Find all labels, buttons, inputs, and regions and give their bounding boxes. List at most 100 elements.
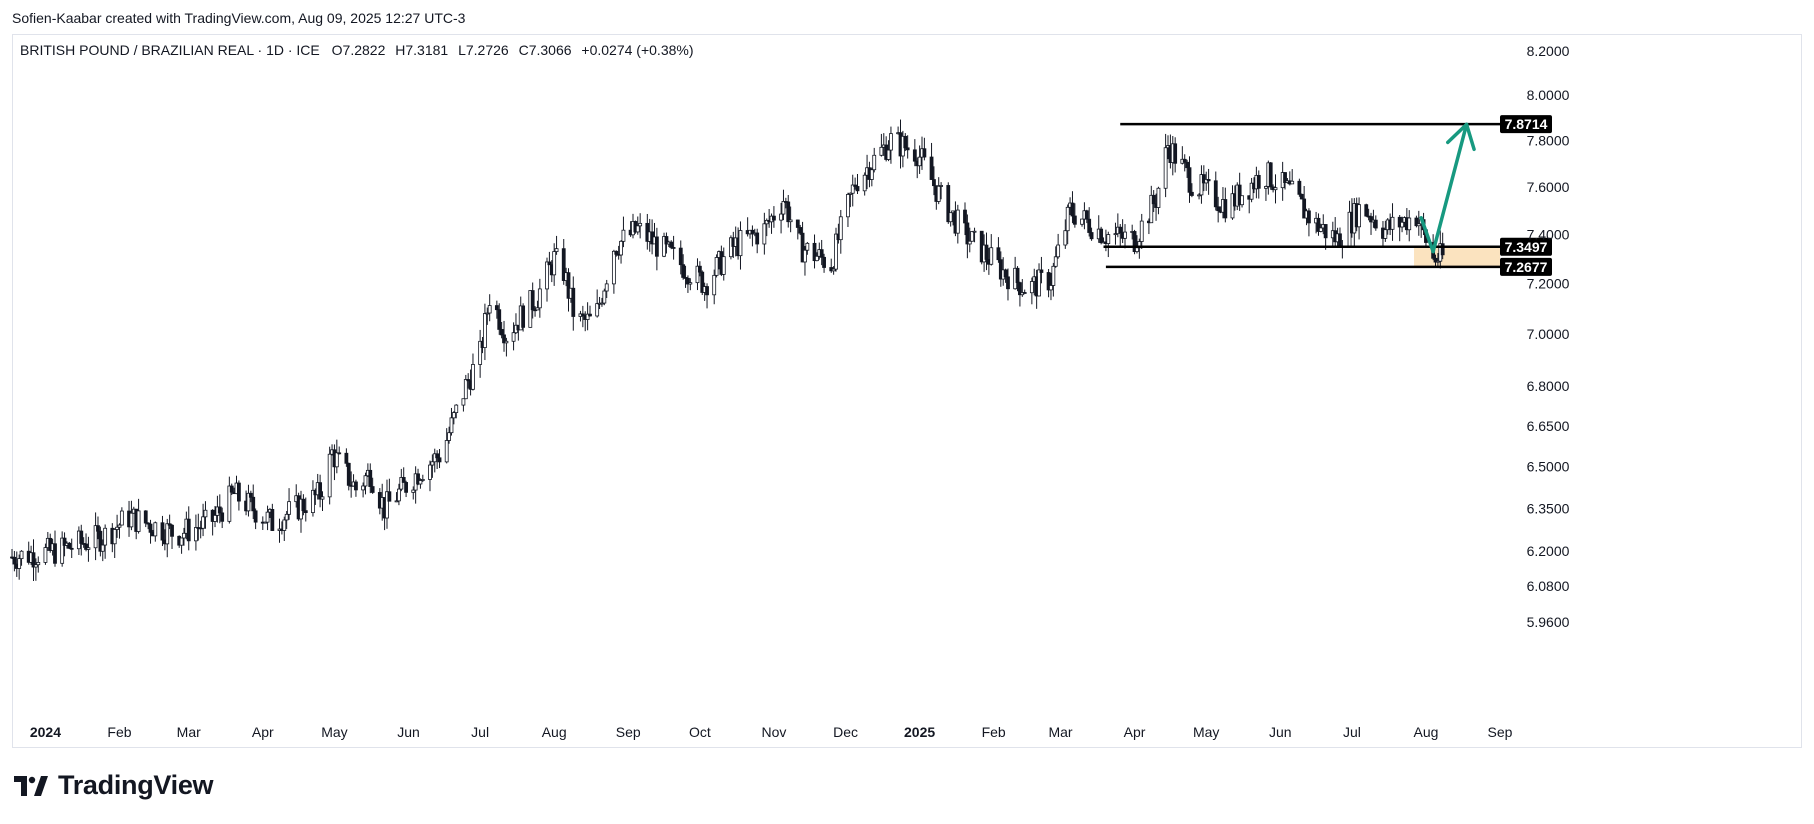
- price-level-label: 7.8714: [1505, 116, 1548, 132]
- time-tick-label: Jun: [397, 724, 420, 740]
- candle-body: [939, 185, 944, 187]
- price-tick-label: 6.6500: [1527, 418, 1570, 434]
- candle-body: [879, 146, 884, 156]
- price-chart[interactable]: BRITISH POUND / BRAZILIAN REAL · 1D · IC…: [0, 0, 1814, 760]
- candle-body: [1173, 143, 1178, 164]
- candle-body: [855, 186, 860, 192]
- price-level-label: 7.3497: [1505, 239, 1548, 255]
- candle-body: [1149, 194, 1154, 224]
- candle-body: [1283, 172, 1287, 183]
- candle-body: [989, 247, 994, 265]
- candle-body: [972, 230, 977, 233]
- tradingview-logo-icon: [14, 775, 48, 796]
- candle-body: [320, 496, 325, 500]
- candle-body: [1084, 210, 1089, 220]
- candle-body: [738, 230, 743, 257]
- candle-body: [1049, 285, 1053, 291]
- candle-body: [1318, 227, 1323, 232]
- candle-body: [1065, 206, 1070, 232]
- price-level-badge: [1500, 257, 1552, 276]
- candle-body: [449, 417, 454, 434]
- candle-body: [688, 282, 693, 285]
- price-tick-label: 7.0000: [1527, 326, 1570, 342]
- candle-body: [1106, 234, 1111, 244]
- candle-body: [905, 147, 910, 151]
- time-tick-label: May: [1193, 724, 1219, 740]
- candle-body: [912, 149, 917, 162]
- candle-body: [697, 265, 702, 273]
- candle-body: [872, 154, 877, 171]
- candle-body: [67, 542, 72, 549]
- projection-layer: [1419, 122, 1476, 254]
- candle-body: [903, 135, 908, 149]
- candle-body: [69, 547, 74, 550]
- symbol-title[interactable]: BRITISH POUND / BRAZILIAN REAL · 1D · IC…: [20, 42, 320, 58]
- candle-body: [1316, 217, 1321, 232]
- ohlc-low: L7.2726: [458, 42, 509, 58]
- price-axis[interactable]: 8.2000 8.0000 7.8000 7.6000 7.4000 7.2000 7.00…: [1527, 43, 1570, 630]
- candle-body: [416, 473, 420, 485]
- candle-body: [19, 550, 24, 560]
- candle-body: [170, 524, 174, 537]
- candle-body: [334, 452, 339, 468]
- candle-body: [430, 461, 435, 466]
- price-level-label: 7.2677: [1505, 259, 1548, 275]
- candle-body: [917, 156, 922, 167]
- candle-body: [117, 524, 122, 528]
- candle-body: [270, 509, 275, 531]
- candle-body: [179, 537, 184, 546]
- candle-body: [404, 482, 408, 493]
- candle-body: [537, 288, 542, 309]
- candle-body: [1213, 180, 1218, 208]
- candle-body: [1206, 179, 1211, 182]
- candle-body: [611, 250, 616, 285]
- candle-body: [1046, 272, 1051, 291]
- price-tick-label: 7.2000: [1527, 276, 1570, 292]
- chart-credit: Sofien-Kaabar created with TradingView.c…: [12, 10, 466, 26]
- candle-body: [79, 530, 84, 544]
- candle-body: [552, 251, 557, 276]
- price-tick-label: 7.4000: [1527, 227, 1570, 243]
- candle-body: [1240, 195, 1244, 206]
- candle-body: [1113, 233, 1118, 236]
- candle-body: [401, 477, 406, 483]
- candle-body: [654, 236, 659, 257]
- candle-body: [454, 404, 459, 414]
- candle-body: [370, 486, 375, 493]
- time-axis[interactable]: 2024 Feb Mar Apr May Jun Jul Aug Sep Oct Nov Dec 202…: [30, 724, 1513, 740]
- candle-body: [996, 247, 1001, 261]
- candle-body: [1390, 216, 1395, 230]
- candle-body: [1099, 228, 1104, 244]
- projection-arrow-line: [1419, 215, 1435, 254]
- candle-body: [1006, 276, 1010, 290]
- tradingview-logo[interactable]: TradingView: [14, 770, 214, 801]
- candle-body: [955, 209, 960, 234]
- candle-body: [1139, 220, 1144, 242]
- candle-body: [60, 537, 65, 564]
- candle-body: [143, 510, 148, 524]
- candle-body: [1163, 147, 1168, 189]
- candle-body: [1357, 204, 1361, 228]
- candle-body: [167, 523, 172, 526]
- candle-body: [165, 523, 170, 545]
- candle-body: [1018, 282, 1022, 296]
- candle-body: [502, 334, 506, 344]
- candle-body: [1264, 186, 1268, 189]
- candle-body: [96, 525, 100, 532]
- candle-body: [227, 485, 232, 522]
- candle-body: [1223, 199, 1228, 219]
- candle-body: [282, 519, 287, 531]
- candle-body: [394, 500, 399, 503]
- candle-body: [1268, 162, 1273, 188]
- candle-body: [186, 518, 191, 542]
- price-tick-label: 6.5000: [1527, 459, 1570, 475]
- price-tick-label: 8.2000: [1527, 43, 1570, 59]
- candle-body: [1080, 218, 1084, 225]
- candle-body: [494, 305, 499, 311]
- candle-body: [686, 277, 690, 285]
- candle-body: [1185, 161, 1190, 169]
- candle-body: [762, 223, 767, 245]
- projection-arrow-head: [1464, 122, 1476, 152]
- chart-frame[interactable]: [12, 34, 1802, 748]
- candle-body: [571, 287, 576, 317]
